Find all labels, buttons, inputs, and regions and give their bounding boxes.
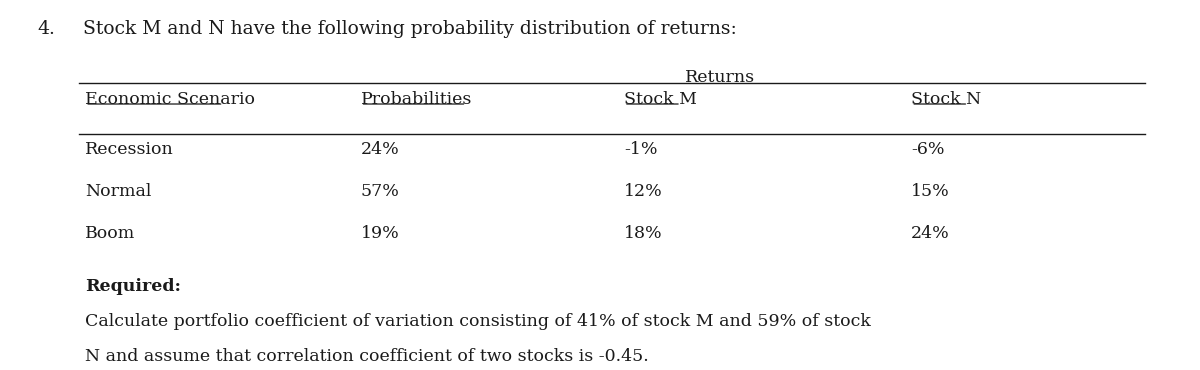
Text: Boom: Boom (85, 225, 136, 242)
Text: Normal: Normal (85, 184, 151, 200)
Text: Recession: Recession (85, 141, 174, 158)
Text: Returns: Returns (685, 69, 755, 86)
Text: Probabilities: Probabilities (360, 91, 472, 108)
Text: 24%: 24% (360, 141, 400, 158)
Text: Calculate portfolio coefficient of variation consisting of 41% of stock M and 59: Calculate portfolio coefficient of varia… (85, 313, 871, 330)
Text: 4.: 4. (37, 20, 55, 38)
Text: N and assume that correlation coefficient of two stocks is -0.45.: N and assume that correlation coefficien… (85, 348, 649, 365)
Text: -6%: -6% (911, 141, 944, 158)
Text: 24%: 24% (911, 225, 950, 242)
Text: 18%: 18% (624, 225, 662, 242)
Text: 12%: 12% (624, 184, 662, 200)
Text: Required:: Required: (85, 278, 181, 295)
Text: 19%: 19% (360, 225, 400, 242)
Text: Stock M and N have the following probability distribution of returns:: Stock M and N have the following probabi… (83, 20, 737, 38)
Text: 15%: 15% (911, 184, 950, 200)
Text: -1%: -1% (624, 141, 658, 158)
Text: 57%: 57% (360, 184, 400, 200)
Text: Economic Scenario: Economic Scenario (85, 91, 256, 108)
Text: Stock N: Stock N (911, 91, 982, 108)
Text: Stock M: Stock M (624, 91, 697, 108)
